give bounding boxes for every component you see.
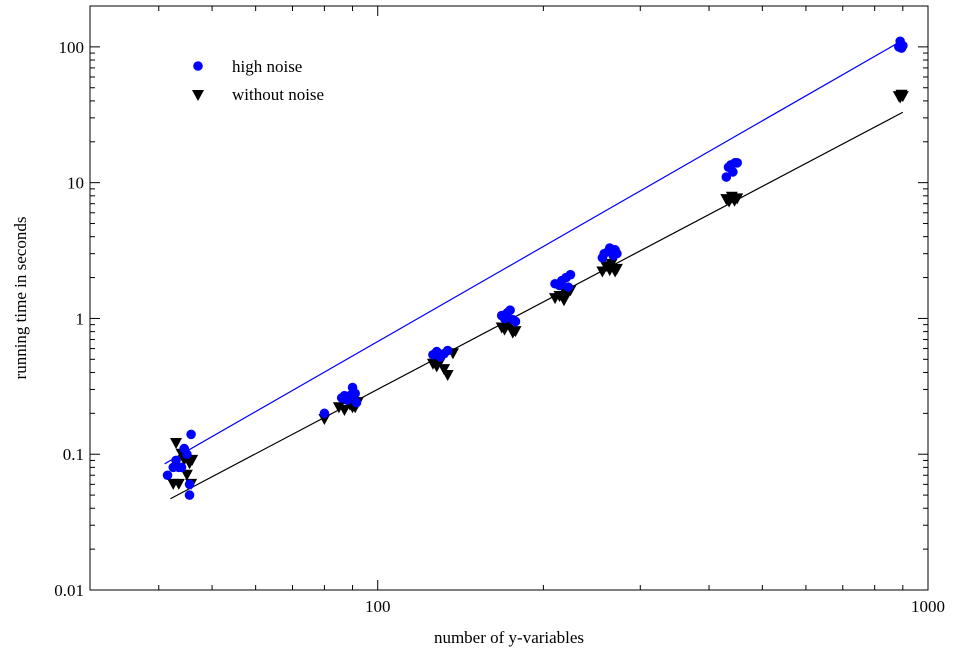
point-high-noise (176, 462, 187, 473)
point-without-noise (896, 91, 909, 103)
point-high-noise (505, 305, 515, 315)
point-high-noise (162, 470, 173, 481)
point-high-noise (721, 172, 732, 182)
point-high-noise (182, 449, 192, 460)
plot-frame (89, 5, 929, 591)
point-high-noise (184, 490, 195, 500)
point-high-noise (350, 388, 360, 399)
point-high-noise (319, 408, 330, 419)
x-axis-title: number of y-variables (434, 628, 584, 647)
point-high-noise (563, 282, 574, 292)
legend-marker-without-noise (192, 90, 204, 101)
point-without-noise (338, 404, 351, 416)
fit-lines (164, 39, 904, 500)
point-high-noise (732, 158, 742, 168)
x-tick-label: 1000 (911, 597, 945, 616)
point-high-noise (565, 269, 576, 280)
legend: high noise without noise (192, 57, 324, 104)
legend-label-high-noise: high noise (232, 57, 302, 76)
data-points (162, 36, 909, 500)
y-tick-label: 10 (67, 174, 84, 193)
y-tick-label: 0.01 (54, 581, 84, 600)
point-without-noise (509, 326, 522, 338)
y-tick-label: 0.1 (63, 445, 84, 464)
point-high-noise (612, 248, 622, 259)
y-axis-title: running time in seconds (11, 217, 30, 380)
x-tick-label: 100 (365, 597, 391, 616)
point-high-noise (898, 40, 908, 51)
fit-line-without-noise (170, 111, 904, 500)
point-without-noise (180, 469, 193, 481)
legend-label-without-noise: without noise (232, 85, 324, 104)
point-without-noise (170, 437, 183, 449)
point-high-noise (510, 316, 521, 327)
y-tick-label: 1 (76, 309, 85, 328)
point-high-noise (442, 345, 453, 356)
point-without-noise (731, 193, 744, 205)
point-without-noise (610, 263, 623, 275)
legend-marker-high-noise (193, 61, 203, 71)
fit-line-high-noise (164, 39, 904, 465)
y-tick-label: 100 (59, 38, 85, 57)
point-high-noise (728, 167, 738, 177)
point-high-noise (184, 479, 195, 490)
point-high-noise (351, 397, 362, 408)
axis-ticks: 100 1000 0.01 0.1 1 10 100 (54, 5, 945, 616)
point-without-noise (441, 369, 454, 381)
point-without-noise (172, 478, 185, 490)
point-high-noise (186, 429, 196, 440)
point-without-noise (438, 364, 451, 376)
